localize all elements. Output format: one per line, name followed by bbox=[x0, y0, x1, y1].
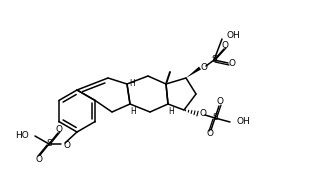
Text: S: S bbox=[211, 55, 217, 64]
Polygon shape bbox=[186, 67, 201, 78]
Text: O: O bbox=[199, 109, 206, 118]
Text: O: O bbox=[36, 155, 42, 164]
Text: H: H bbox=[168, 106, 174, 115]
Text: O: O bbox=[229, 58, 236, 68]
Text: OH: OH bbox=[227, 32, 241, 40]
Text: O: O bbox=[206, 130, 213, 139]
Text: H: H bbox=[129, 78, 135, 87]
Text: S: S bbox=[46, 140, 52, 149]
Text: O: O bbox=[216, 98, 223, 106]
Text: HO: HO bbox=[15, 130, 29, 140]
Text: OH: OH bbox=[237, 118, 251, 127]
Text: O: O bbox=[221, 40, 229, 49]
Text: H: H bbox=[130, 106, 136, 115]
Text: O: O bbox=[201, 62, 207, 71]
Text: O: O bbox=[56, 124, 63, 134]
Text: O: O bbox=[64, 142, 71, 150]
Text: S: S bbox=[212, 114, 218, 122]
